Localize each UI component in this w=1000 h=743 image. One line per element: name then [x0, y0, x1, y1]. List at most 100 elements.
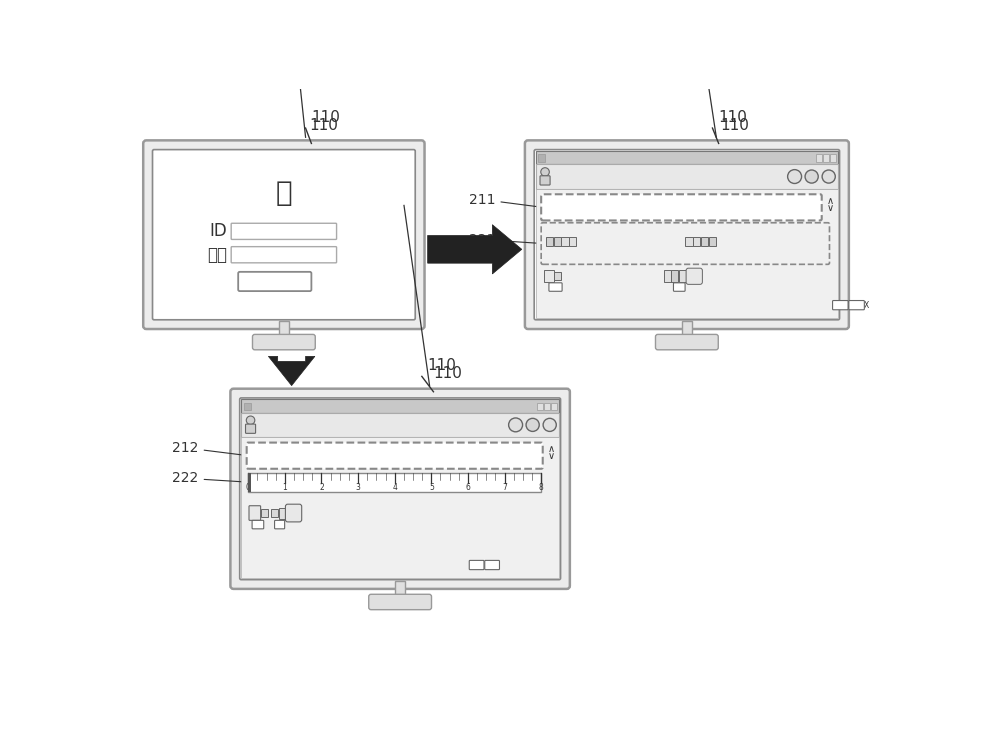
Text: XXXX: XXXX — [544, 269, 569, 278]
Bar — [544, 270, 554, 282]
Bar — [279, 321, 289, 338]
Bar — [546, 236, 553, 246]
Bar — [261, 509, 268, 516]
Bar — [671, 270, 678, 282]
Text: 110: 110 — [718, 110, 747, 125]
FancyBboxPatch shape — [143, 140, 425, 329]
Text: 用户 1: 用户 1 — [557, 168, 596, 186]
FancyBboxPatch shape — [655, 334, 718, 350]
FancyBboxPatch shape — [240, 398, 561, 580]
Text: XXXX: XXXX — [247, 520, 268, 529]
Text: ∨: ∨ — [827, 203, 834, 212]
Bar — [682, 321, 692, 338]
Bar — [279, 508, 286, 519]
Polygon shape — [268, 357, 315, 386]
Text: XXXXX: XXXXX — [685, 231, 716, 240]
Text: 110: 110 — [427, 358, 456, 373]
Text: 5: 5 — [429, 483, 434, 492]
Bar — [701, 236, 708, 246]
Circle shape — [788, 169, 802, 184]
Bar — [569, 236, 576, 246]
Bar — [241, 400, 559, 412]
Text: 用户 2: 用户 2 — [263, 416, 302, 434]
FancyBboxPatch shape — [369, 594, 432, 610]
Circle shape — [526, 418, 539, 432]
Bar — [536, 164, 838, 189]
Circle shape — [543, 418, 556, 432]
Text: 222: 222 — [172, 471, 247, 485]
FancyBboxPatch shape — [275, 520, 285, 529]
Text: XXXX: XXXX — [669, 282, 690, 291]
Bar — [561, 236, 569, 246]
Circle shape — [509, 418, 523, 432]
FancyBboxPatch shape — [252, 520, 264, 529]
Text: XXXXX: XXXXX — [271, 505, 302, 514]
Text: XXXX: XXXX — [269, 520, 290, 529]
Bar — [241, 412, 559, 437]
Text: ID: ID — [209, 222, 227, 240]
Text: 212: 212 — [172, 441, 245, 455]
Text: 站: 站 — [276, 179, 292, 207]
Bar — [664, 270, 671, 282]
Text: XXXXX: XXXXX — [827, 301, 853, 310]
FancyBboxPatch shape — [525, 140, 849, 329]
Text: 65kVp   400mA  16mSec: 65kVp 400mA 16mSec — [550, 198, 773, 216]
Bar — [679, 270, 686, 282]
Bar — [538, 155, 545, 162]
FancyBboxPatch shape — [534, 149, 840, 319]
Bar — [241, 437, 559, 578]
Circle shape — [541, 168, 549, 176]
Text: XXXXX: XXXXX — [542, 282, 569, 291]
Text: 211: 211 — [469, 192, 540, 207]
FancyBboxPatch shape — [469, 560, 484, 570]
FancyBboxPatch shape — [153, 149, 415, 319]
FancyBboxPatch shape — [247, 443, 543, 469]
FancyBboxPatch shape — [686, 268, 702, 285]
Bar — [536, 151, 838, 164]
Text: 110: 110 — [311, 110, 340, 125]
Bar — [248, 473, 251, 492]
Text: 2: 2 — [319, 483, 324, 492]
Bar — [816, 155, 822, 162]
Bar — [536, 189, 838, 318]
FancyBboxPatch shape — [252, 334, 315, 350]
Bar — [830, 155, 836, 162]
FancyBboxPatch shape — [249, 506, 261, 520]
Bar — [544, 403, 550, 410]
FancyBboxPatch shape — [541, 223, 829, 265]
Text: 110: 110 — [309, 117, 338, 133]
Bar — [823, 155, 829, 162]
Text: 0: 0 — [246, 483, 251, 492]
Bar — [554, 272, 561, 279]
Text: 110: 110 — [720, 117, 749, 133]
Bar — [537, 403, 543, 410]
Bar — [248, 473, 541, 492]
FancyBboxPatch shape — [485, 560, 499, 570]
Text: XXXX: XXXX — [670, 269, 694, 278]
Text: 70kVp   390mA  15mSec: 70kVp 390mA 15mSec — [256, 447, 479, 464]
Bar — [554, 236, 561, 246]
Bar — [709, 236, 716, 246]
FancyBboxPatch shape — [833, 300, 848, 310]
Circle shape — [246, 416, 255, 424]
Text: 7: 7 — [502, 483, 507, 492]
Text: 8: 8 — [539, 483, 544, 492]
Text: XXXXX: XXXXX — [479, 560, 505, 570]
Text: XXXXX: XXXXX — [250, 505, 280, 514]
FancyBboxPatch shape — [541, 194, 822, 221]
FancyBboxPatch shape — [549, 283, 562, 291]
Text: XXXXX: XXXXX — [463, 560, 490, 570]
Text: ∨: ∨ — [548, 451, 555, 461]
Circle shape — [822, 170, 835, 183]
Text: 3: 3 — [356, 483, 361, 492]
Text: 221: 221 — [469, 233, 540, 247]
Bar — [271, 509, 278, 517]
Text: 登录: 登录 — [265, 273, 285, 291]
Text: ∧: ∧ — [827, 196, 834, 206]
FancyBboxPatch shape — [540, 176, 550, 185]
Bar — [395, 581, 405, 598]
Bar — [685, 236, 693, 246]
FancyBboxPatch shape — [230, 389, 570, 589]
FancyBboxPatch shape — [673, 283, 685, 291]
FancyBboxPatch shape — [231, 247, 337, 263]
